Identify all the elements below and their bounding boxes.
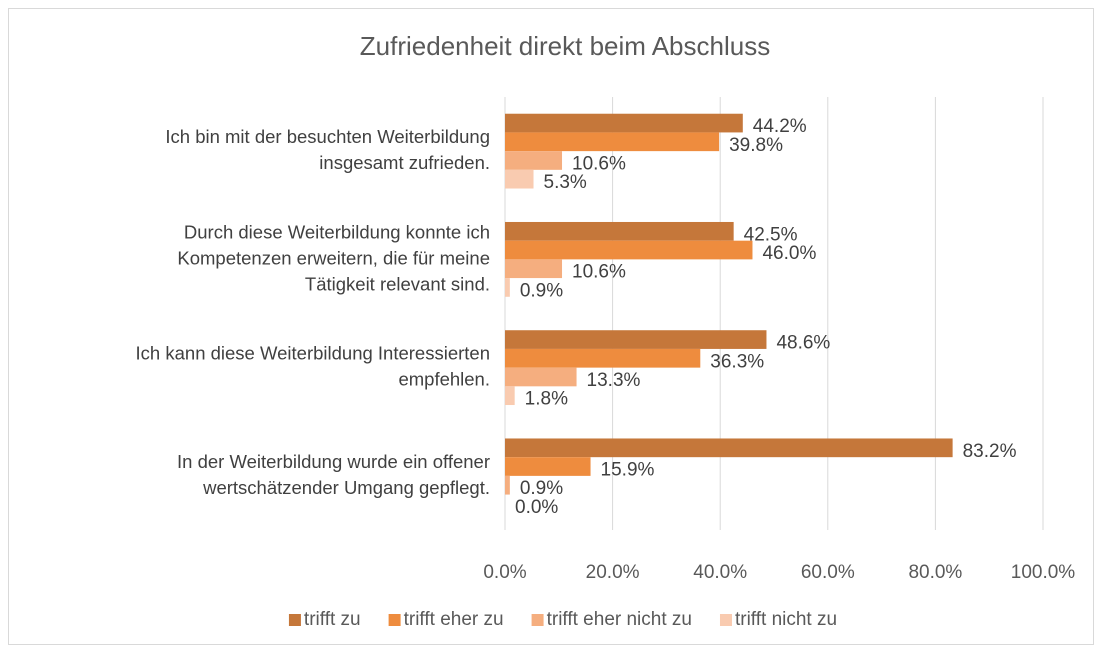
category-line: Durch diese Weiterbildung konnte ich	[184, 221, 490, 242]
bar	[505, 259, 563, 279]
value-label: 83.2%	[963, 441, 1017, 462]
value-label: 13.3%	[587, 370, 641, 391]
value-label: 42.5%	[744, 224, 798, 245]
value-label: 44.2%	[753, 116, 807, 137]
category-line: In der Weiterbildung wurde ein offener	[177, 451, 490, 472]
category-line: Ich bin mit der besuchten Weiterbildung	[165, 126, 490, 147]
bar	[505, 169, 534, 189]
bar	[505, 151, 563, 170]
bar	[505, 240, 753, 260]
value-label: 39.8%	[729, 135, 783, 156]
bar	[505, 438, 953, 458]
category-label: In der Weiterbildung wurde ein offener we…	[177, 451, 490, 498]
bar	[505, 367, 577, 387]
legend-label: trifft eher nicht zu	[547, 609, 692, 630]
legend-label: trifft eher zu	[404, 609, 504, 630]
category-line: Tätigkeit relevant sind.	[305, 273, 490, 294]
category-label: Ich kann diese Weiterbildung Interessier…	[136, 343, 490, 390]
category-line: empfehlen.	[398, 369, 490, 390]
bar	[505, 113, 743, 133]
legend-label: trifft zu	[304, 609, 361, 630]
chart-border	[8, 8, 1094, 645]
category-line: insgesamt zufrieden.	[319, 152, 490, 173]
value-label: 0.9%	[520, 280, 563, 301]
x-tick-label: 80.0%	[908, 562, 962, 583]
bar	[505, 348, 701, 368]
category-line: Ich kann diese Weiterbildung Interessier…	[136, 343, 490, 364]
value-label: 5.3%	[544, 172, 587, 193]
x-tick-label: 20.0%	[586, 562, 640, 583]
x-tick-label: 0.0%	[483, 562, 526, 583]
category-line: wertschätzender Umgang gepflegt.	[202, 477, 490, 498]
legend-swatch	[288, 614, 301, 626]
value-label: 46.0%	[762, 243, 816, 264]
chart-title: Zufriedenheit direkt beim Abschluss	[360, 31, 770, 61]
value-label: 0.9%	[520, 478, 563, 499]
x-tick-label: 60.0%	[801, 562, 855, 583]
legend-swatch	[388, 614, 401, 626]
bar	[505, 278, 510, 297]
x-tick-label: 100.0%	[1011, 562, 1076, 583]
value-label: 15.9%	[601, 460, 655, 481]
value-label: 0.0%	[515, 497, 558, 518]
bar	[505, 386, 515, 406]
bar	[505, 132, 720, 152]
bar	[505, 457, 591, 476]
value-label: 10.6%	[572, 262, 626, 283]
value-label: 10.6%	[572, 153, 626, 174]
bar	[505, 475, 510, 495]
legend-swatch	[719, 614, 732, 626]
value-label: 36.3%	[710, 351, 764, 372]
bar	[505, 221, 734, 241]
category-label: Durch diese Weiterbildung konnte ich Komp…	[177, 221, 490, 294]
category-line: Kompetenzen erweitern, die für meine	[177, 247, 490, 268]
legend: trifft zu trifft eher zu trifft eher nicht…	[288, 609, 837, 630]
legend-swatch	[531, 614, 544, 626]
value-label: 1.8%	[525, 389, 568, 410]
x-tick-label: 40.0%	[693, 562, 747, 583]
value-label: 48.6%	[776, 333, 830, 354]
legend-label: trifft nicht zu	[735, 609, 837, 630]
bar	[505, 330, 767, 349]
category-label: Ich bin mit der besuchten Weiterbildung i…	[165, 126, 490, 173]
